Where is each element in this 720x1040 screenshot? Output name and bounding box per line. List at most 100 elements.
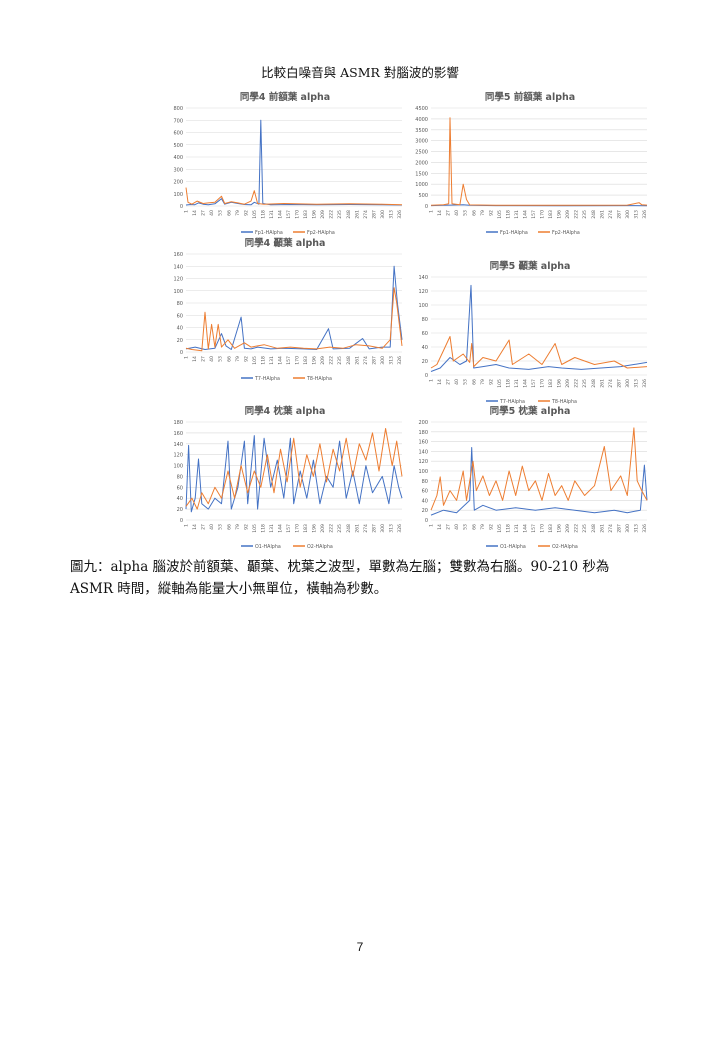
x-tick-label: 1 <box>184 356 190 359</box>
x-tick-label: 66 <box>471 210 477 216</box>
x-tick-label: 14 <box>437 524 443 530</box>
y-tick-label: 40 <box>177 326 183 332</box>
x-tick-label: 313 <box>388 524 394 533</box>
x-tick-label: 105 <box>252 356 258 365</box>
y-tick-label: 60 <box>422 331 428 337</box>
x-tick-label: 79 <box>480 524 486 530</box>
series-line-T8-HAlpha <box>185 287 403 352</box>
y-tick-label: 20 <box>422 508 428 514</box>
document-title: 比較白噪音與 ASMR 對腦波的影響 <box>261 65 459 80</box>
x-tick-label: 326 <box>397 210 403 219</box>
x-tick-label: 274 <box>608 210 614 219</box>
chart-title: 同學5 前額葉 alpha <box>485 91 575 103</box>
x-tick-label: 248 <box>346 524 352 533</box>
x-tick-label: 131 <box>514 210 520 219</box>
y-tick-label: 3500 <box>415 128 428 134</box>
legend-label: O2-HAlpha <box>552 544 578 550</box>
x-tick-label: 105 <box>252 524 258 533</box>
x-tick-label: 183 <box>548 210 554 219</box>
x-tick-label: 144 <box>277 524 283 533</box>
x-tick-label: 209 <box>565 524 571 533</box>
x-tick-label: 326 <box>397 356 403 365</box>
x-tick-label: 326 <box>642 524 648 533</box>
x-tick-label: 131 <box>269 210 275 219</box>
x-tick-label: 235 <box>582 524 588 533</box>
caption-line-1: 圖九：alpha 腦波於前額葉、顳葉、枕葉之波型，單數為左腦；雙數為右腦。90-… <box>70 559 610 575</box>
x-tick-label: 1 <box>429 210 435 213</box>
y-tick-label: 160 <box>418 440 428 446</box>
x-tick-label: 196 <box>557 524 563 533</box>
x-tick-label: 14 <box>192 356 198 362</box>
x-tick-label: 144 <box>277 210 283 219</box>
y-tick-label: 40 <box>422 498 428 504</box>
legend-label: Fp1-HAlpha <box>500 230 528 236</box>
legend-label: T7-HAlpha <box>254 376 280 382</box>
y-tick-label: 1000 <box>415 182 428 188</box>
x-tick-label: 40 <box>209 210 215 216</box>
y-tick-label: 300 <box>173 167 183 173</box>
chart-student4-temporal: 同學4 顳葉 alpha 160 140 120 100 80 60 40 20 0 1 14 27 40… <box>160 234 410 384</box>
y-tick-label: 100 <box>173 464 183 470</box>
x-tick-label: 131 <box>514 524 520 533</box>
y-tick-label: 20 <box>177 338 183 344</box>
x-tick-label: 235 <box>337 356 343 365</box>
x-tick-label: 222 <box>329 210 335 219</box>
y-tick-label: 600 <box>173 131 183 137</box>
x-tick-label: 92 <box>243 524 249 530</box>
y-tick-label: 0 <box>180 350 183 356</box>
y-tick-label: 80 <box>177 474 183 480</box>
y-tick-label: 120 <box>418 289 428 295</box>
x-tick-label: 300 <box>625 524 631 533</box>
x-tick-label: 274 <box>363 356 369 365</box>
y-tick-label: 800 <box>173 106 183 112</box>
x-tick-label: 261 <box>599 210 605 219</box>
x-tick-label: 261 <box>354 210 360 219</box>
x-tick-label: 183 <box>548 379 554 388</box>
y-tick-label: 700 <box>173 118 183 124</box>
legend-label: Fp1-HAlpha <box>255 230 283 236</box>
y-tick-label: 0 <box>180 518 183 524</box>
x-tick-label: 1 <box>429 524 435 527</box>
x-tick-label: 92 <box>488 379 494 385</box>
y-tick-label: 0 <box>425 204 428 210</box>
series-line-O1-HAlpha <box>185 435 403 513</box>
x-tick-label: 170 <box>540 210 546 219</box>
x-tick-label: 170 <box>295 524 301 533</box>
x-tick-label: 40 <box>454 379 460 385</box>
chart-student4-frontal: 同學4 前額葉 alpha 800 700 600 500 400 300 200 100 0 1 1… <box>160 88 410 238</box>
x-tick-label: 170 <box>540 379 546 388</box>
y-tick-label: 180 <box>418 430 428 436</box>
x-tick-label: 261 <box>599 379 605 388</box>
x-tick-label: 53 <box>463 379 469 385</box>
legend-label: Fp2-HAlpha <box>307 230 335 236</box>
series-line-O2-HAlpha <box>185 428 403 510</box>
y-tick-label: 100 <box>418 303 428 309</box>
x-tick-label: 300 <box>380 356 386 365</box>
x-tick-label: 27 <box>201 524 207 530</box>
x-tick-label: 157 <box>531 524 537 533</box>
x-tick-label: 300 <box>380 524 386 533</box>
x-tick-label: 183 <box>303 356 309 365</box>
x-tick-label: 118 <box>505 379 511 388</box>
y-tick-label: 500 <box>418 193 428 199</box>
x-tick-label: 27 <box>201 356 207 362</box>
x-tick-label: 209 <box>565 210 571 219</box>
x-tick-label: 248 <box>346 356 352 365</box>
chart-title: 同學4 顳葉 alpha <box>245 237 326 249</box>
x-tick-label: 222 <box>329 524 335 533</box>
x-tick-label: 313 <box>388 210 394 219</box>
chart-student4-occipital: 同學4 枕葉 alpha 180 160 140 120 100 80 60 40 20 0 1 14 2… <box>160 402 410 552</box>
y-tick-label: 180 <box>173 420 183 426</box>
y-tick-label: 100 <box>418 469 428 475</box>
x-tick-label: 53 <box>218 356 224 362</box>
x-tick-label: 53 <box>463 524 469 530</box>
x-tick-label: 14 <box>437 210 443 216</box>
x-tick-label: 222 <box>574 379 580 388</box>
x-tick-label: 274 <box>363 524 369 533</box>
series-line-T8-HAlpha <box>430 336 648 369</box>
x-tick-label: 274 <box>608 379 614 388</box>
x-tick-label: 170 <box>540 524 546 533</box>
y-tick-label: 60 <box>177 485 183 491</box>
y-tick-label: 80 <box>422 479 428 485</box>
